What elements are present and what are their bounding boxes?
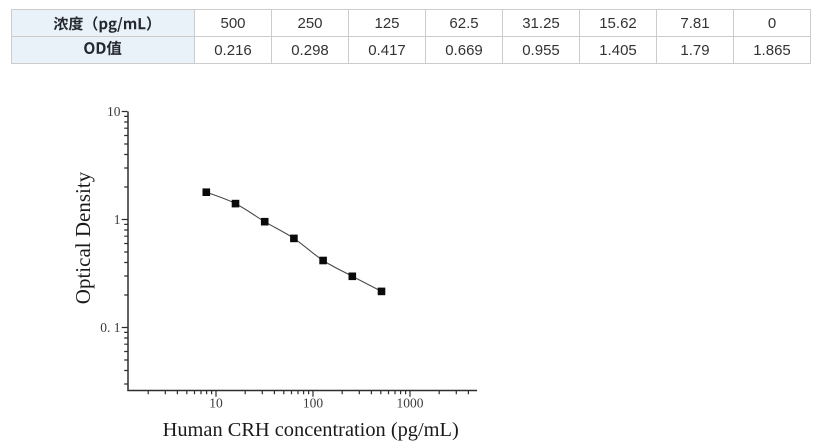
svg-text:1000: 1000 xyxy=(397,396,424,411)
svg-text:10: 10 xyxy=(209,396,223,411)
svg-text:Optical Density: Optical Density xyxy=(71,171,95,304)
svg-text:0. 1: 0. 1 xyxy=(100,320,120,335)
svg-text:1: 1 xyxy=(114,212,121,227)
svg-text:10: 10 xyxy=(107,104,121,119)
svg-text:Human CRH concentration (pg/mL: Human CRH concentration (pg/mL) xyxy=(163,419,459,441)
svg-text:100: 100 xyxy=(303,396,324,411)
